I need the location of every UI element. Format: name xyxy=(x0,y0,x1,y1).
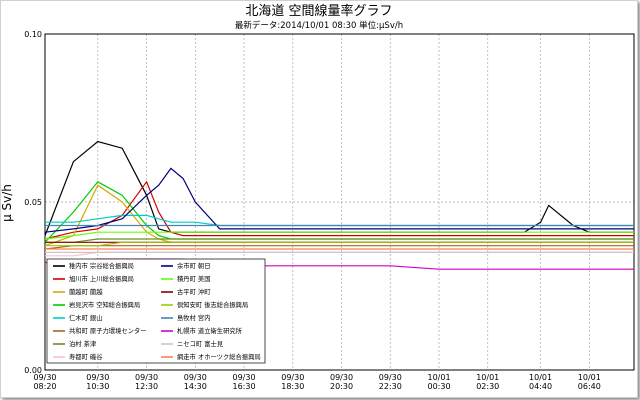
x-tick-date: 09/30 xyxy=(184,373,207,382)
x-tick-date: 10/01 xyxy=(578,373,601,382)
legend-label: 古平町 沖町 xyxy=(177,287,211,296)
x-tick-date: 09/30 xyxy=(281,373,304,382)
x-tick-time: 10:30 xyxy=(86,382,109,391)
x-tick-time: 02:30 xyxy=(476,382,499,391)
x-tick-time: 20:30 xyxy=(330,382,353,391)
x-tick-time: 22:30 xyxy=(379,382,402,391)
legend-label: 札幌市 道立衛生研究所 xyxy=(177,326,243,335)
legend-label: 旭川市 上川総合振興局 xyxy=(69,274,134,283)
series-line-5 xyxy=(44,245,634,250)
legend-label: 稚内市 宗谷総合振興局 xyxy=(69,261,134,270)
series-line-0 xyxy=(44,140,634,236)
x-tick-time: 18:30 xyxy=(281,382,304,391)
x-tick-date: 09/30 xyxy=(379,373,402,382)
x-tick-date: 09/30 xyxy=(33,373,56,382)
series-line-6 xyxy=(45,238,634,243)
x-tick-time: 08:20 xyxy=(33,382,56,391)
legend-label: 岩見沢市 空知総合振興局 xyxy=(69,300,140,309)
y-axis-label: μ Sv/h xyxy=(1,184,14,222)
series-line-1 xyxy=(44,180,634,240)
legend-label: 島牧村 宮内 xyxy=(177,313,211,322)
legend-box xyxy=(46,258,266,364)
x-tick-time: 00:30 xyxy=(427,382,450,391)
x-tick-time: 12:30 xyxy=(135,382,158,391)
y-tick-label: 0.00 xyxy=(24,366,42,375)
legend-label: ニセコ町 富士見 xyxy=(177,339,224,348)
chart-title: 北海道 空間線量率グラフ xyxy=(245,3,392,19)
x-tick-date: 09/30 xyxy=(86,373,109,382)
legend-label: 蘭越町 蘭越 xyxy=(69,287,103,296)
legend-label: 泊村 茶津 xyxy=(69,339,97,348)
legend-label: 共和町 原子力環境センター xyxy=(69,326,147,335)
x-tick-time: 06:40 xyxy=(578,382,601,391)
legend-label: 余市町 朝日 xyxy=(177,261,211,270)
x-tick-time: 14:30 xyxy=(184,382,207,391)
legend-label: 倶知安町 後志総合振興局 xyxy=(177,300,248,309)
chart-subtitle: 最新データ:2014/10/01 08:30 単位:μSv/h xyxy=(235,20,403,31)
series-line-8 xyxy=(44,167,634,233)
y-tick-label: 0.05 xyxy=(24,198,42,207)
x-tick-date: 10/01 xyxy=(427,373,450,382)
y-tick-label: 0.10 xyxy=(24,30,42,39)
x-tick-time: 16:30 xyxy=(233,382,256,391)
x-tick-date: 10/01 xyxy=(529,373,552,382)
legend-label: 網走市 オホーツク総合振興局 xyxy=(177,352,261,361)
x-tick-time: 04:40 xyxy=(529,382,552,391)
legend-label: 積丹町 美国 xyxy=(177,274,211,283)
x-tick-date: 09/30 xyxy=(135,373,158,382)
legend-label: 寿都町 磯谷 xyxy=(69,352,103,361)
series-line-11 xyxy=(45,241,634,247)
x-tick-date: 09/30 xyxy=(233,373,256,382)
legend-label: 仁木町 銀山 xyxy=(69,313,103,322)
plot-area xyxy=(44,33,635,371)
series-line-9 xyxy=(44,231,634,240)
series-line-4 xyxy=(45,214,634,227)
x-tick-date: 09/30 xyxy=(330,373,353,382)
x-tick-date: 10/01 xyxy=(476,373,499,382)
